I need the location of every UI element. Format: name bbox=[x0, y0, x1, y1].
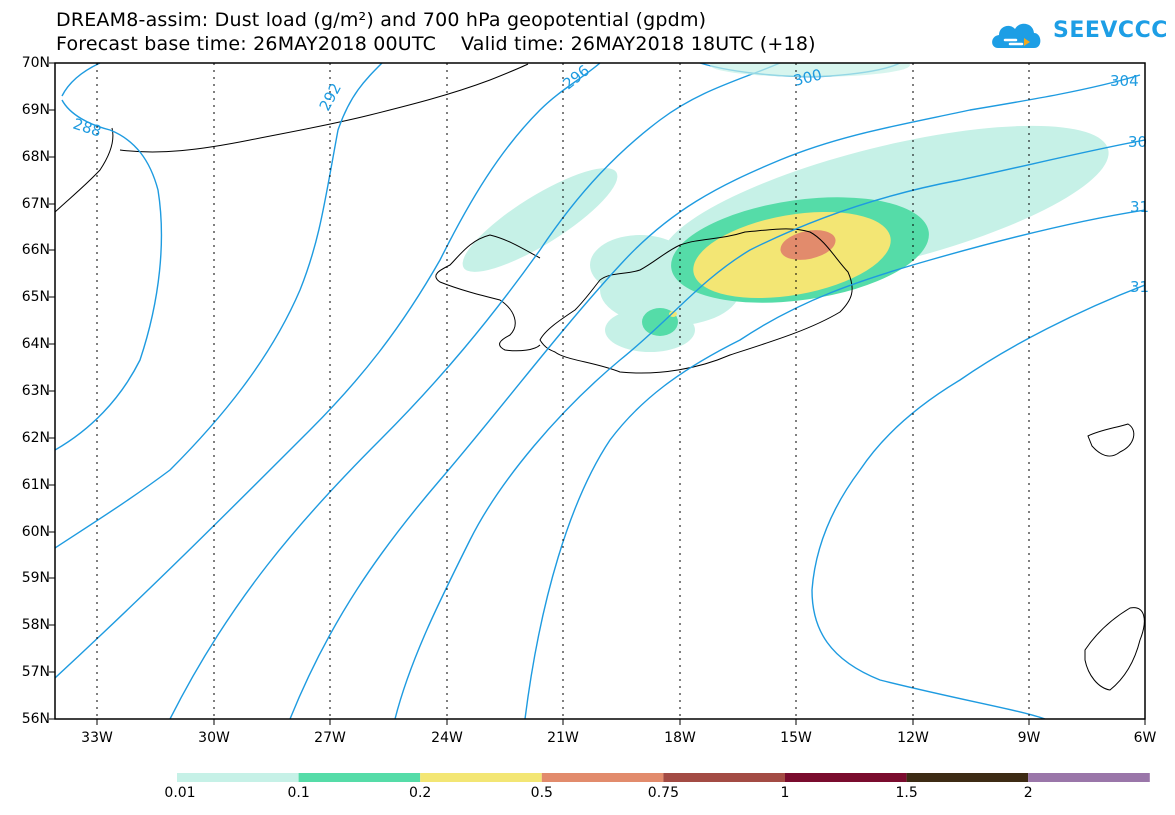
colorbar-label: 0.1 bbox=[287, 785, 310, 801]
latitude-label: 64N bbox=[21, 336, 50, 353]
colorbar-swatch bbox=[785, 773, 907, 782]
colorbar-label: 0.5 bbox=[530, 785, 553, 801]
colorbar-swatch bbox=[906, 773, 1029, 782]
colorbar-label: 2 bbox=[1023, 785, 1033, 801]
colorbar-label: 0.75 bbox=[647, 785, 679, 801]
latitude-label: 57N bbox=[21, 664, 50, 681]
contour-label: 31 bbox=[1130, 198, 1149, 216]
longitude-label: 9W bbox=[1017, 730, 1041, 746]
longitude-label: 24W bbox=[431, 730, 463, 746]
longitude-label: 33W bbox=[81, 730, 113, 746]
colorbar-label: 0.01 bbox=[164, 785, 196, 801]
contour-label: 292 bbox=[316, 80, 345, 114]
logo-text: SEEVCCC bbox=[1053, 18, 1168, 43]
latitude-label: 70N bbox=[21, 55, 50, 71]
cloud-icon bbox=[992, 23, 1041, 48]
map-title-line1: DREAM8-assim: Dust load (g/m²) and 700 h… bbox=[56, 9, 707, 31]
coastline bbox=[55, 63, 1145, 691]
longitude-label: 15W bbox=[780, 730, 812, 746]
latitude-label: 67N bbox=[21, 195, 50, 212]
latitude-label: 56N bbox=[21, 711, 50, 728]
map-title-line2: Forecast base time: 26MAY2018 00UTC Vali… bbox=[56, 33, 816, 55]
longitude-label: 27W bbox=[314, 730, 346, 746]
colorbar-swatch bbox=[1028, 773, 1150, 782]
contour-label: 304 bbox=[1110, 72, 1139, 90]
colorbar-swatch bbox=[177, 773, 299, 782]
contour-label: 30 bbox=[1128, 133, 1147, 151]
contour-label: 296 bbox=[559, 61, 593, 93]
latitude-label: 68N bbox=[21, 148, 50, 165]
colorbar bbox=[177, 773, 1150, 782]
latitude-label: 58N bbox=[21, 617, 50, 634]
latitude-label: 66N bbox=[21, 242, 50, 259]
dust-field-top bbox=[710, 63, 910, 77]
latitude-label: 69N bbox=[21, 101, 50, 118]
colorbar-swatch bbox=[420, 773, 542, 782]
longitude-label: 30W bbox=[198, 730, 230, 746]
graticule bbox=[96, 63, 1030, 719]
colorbar-swatch bbox=[541, 773, 664, 782]
colorbar-label: 0.2 bbox=[409, 785, 432, 801]
contour-label: 288 bbox=[71, 115, 104, 141]
longitude-label: 12W bbox=[897, 730, 929, 746]
dust-field-05 bbox=[780, 230, 836, 260]
latitude-label: 59N bbox=[21, 570, 50, 587]
colorbar-label: 1.5 bbox=[895, 785, 918, 801]
colorbar-swatch bbox=[663, 773, 785, 782]
latitude-label: 61N bbox=[21, 476, 50, 493]
latitude-label: 62N bbox=[21, 429, 50, 446]
longitude-label: 21W bbox=[547, 730, 579, 746]
longitude-label: 6W bbox=[1133, 730, 1157, 746]
latitude-label: 63N bbox=[21, 383, 50, 400]
contour-label: 31 bbox=[1130, 278, 1149, 296]
latitude-label: 60N bbox=[21, 523, 50, 540]
latitude-label: 65N bbox=[21, 289, 50, 306]
longitude-label: 18W bbox=[664, 730, 696, 746]
colorbar-label: 1 bbox=[780, 785, 790, 801]
colorbar-swatch bbox=[298, 773, 421, 782]
